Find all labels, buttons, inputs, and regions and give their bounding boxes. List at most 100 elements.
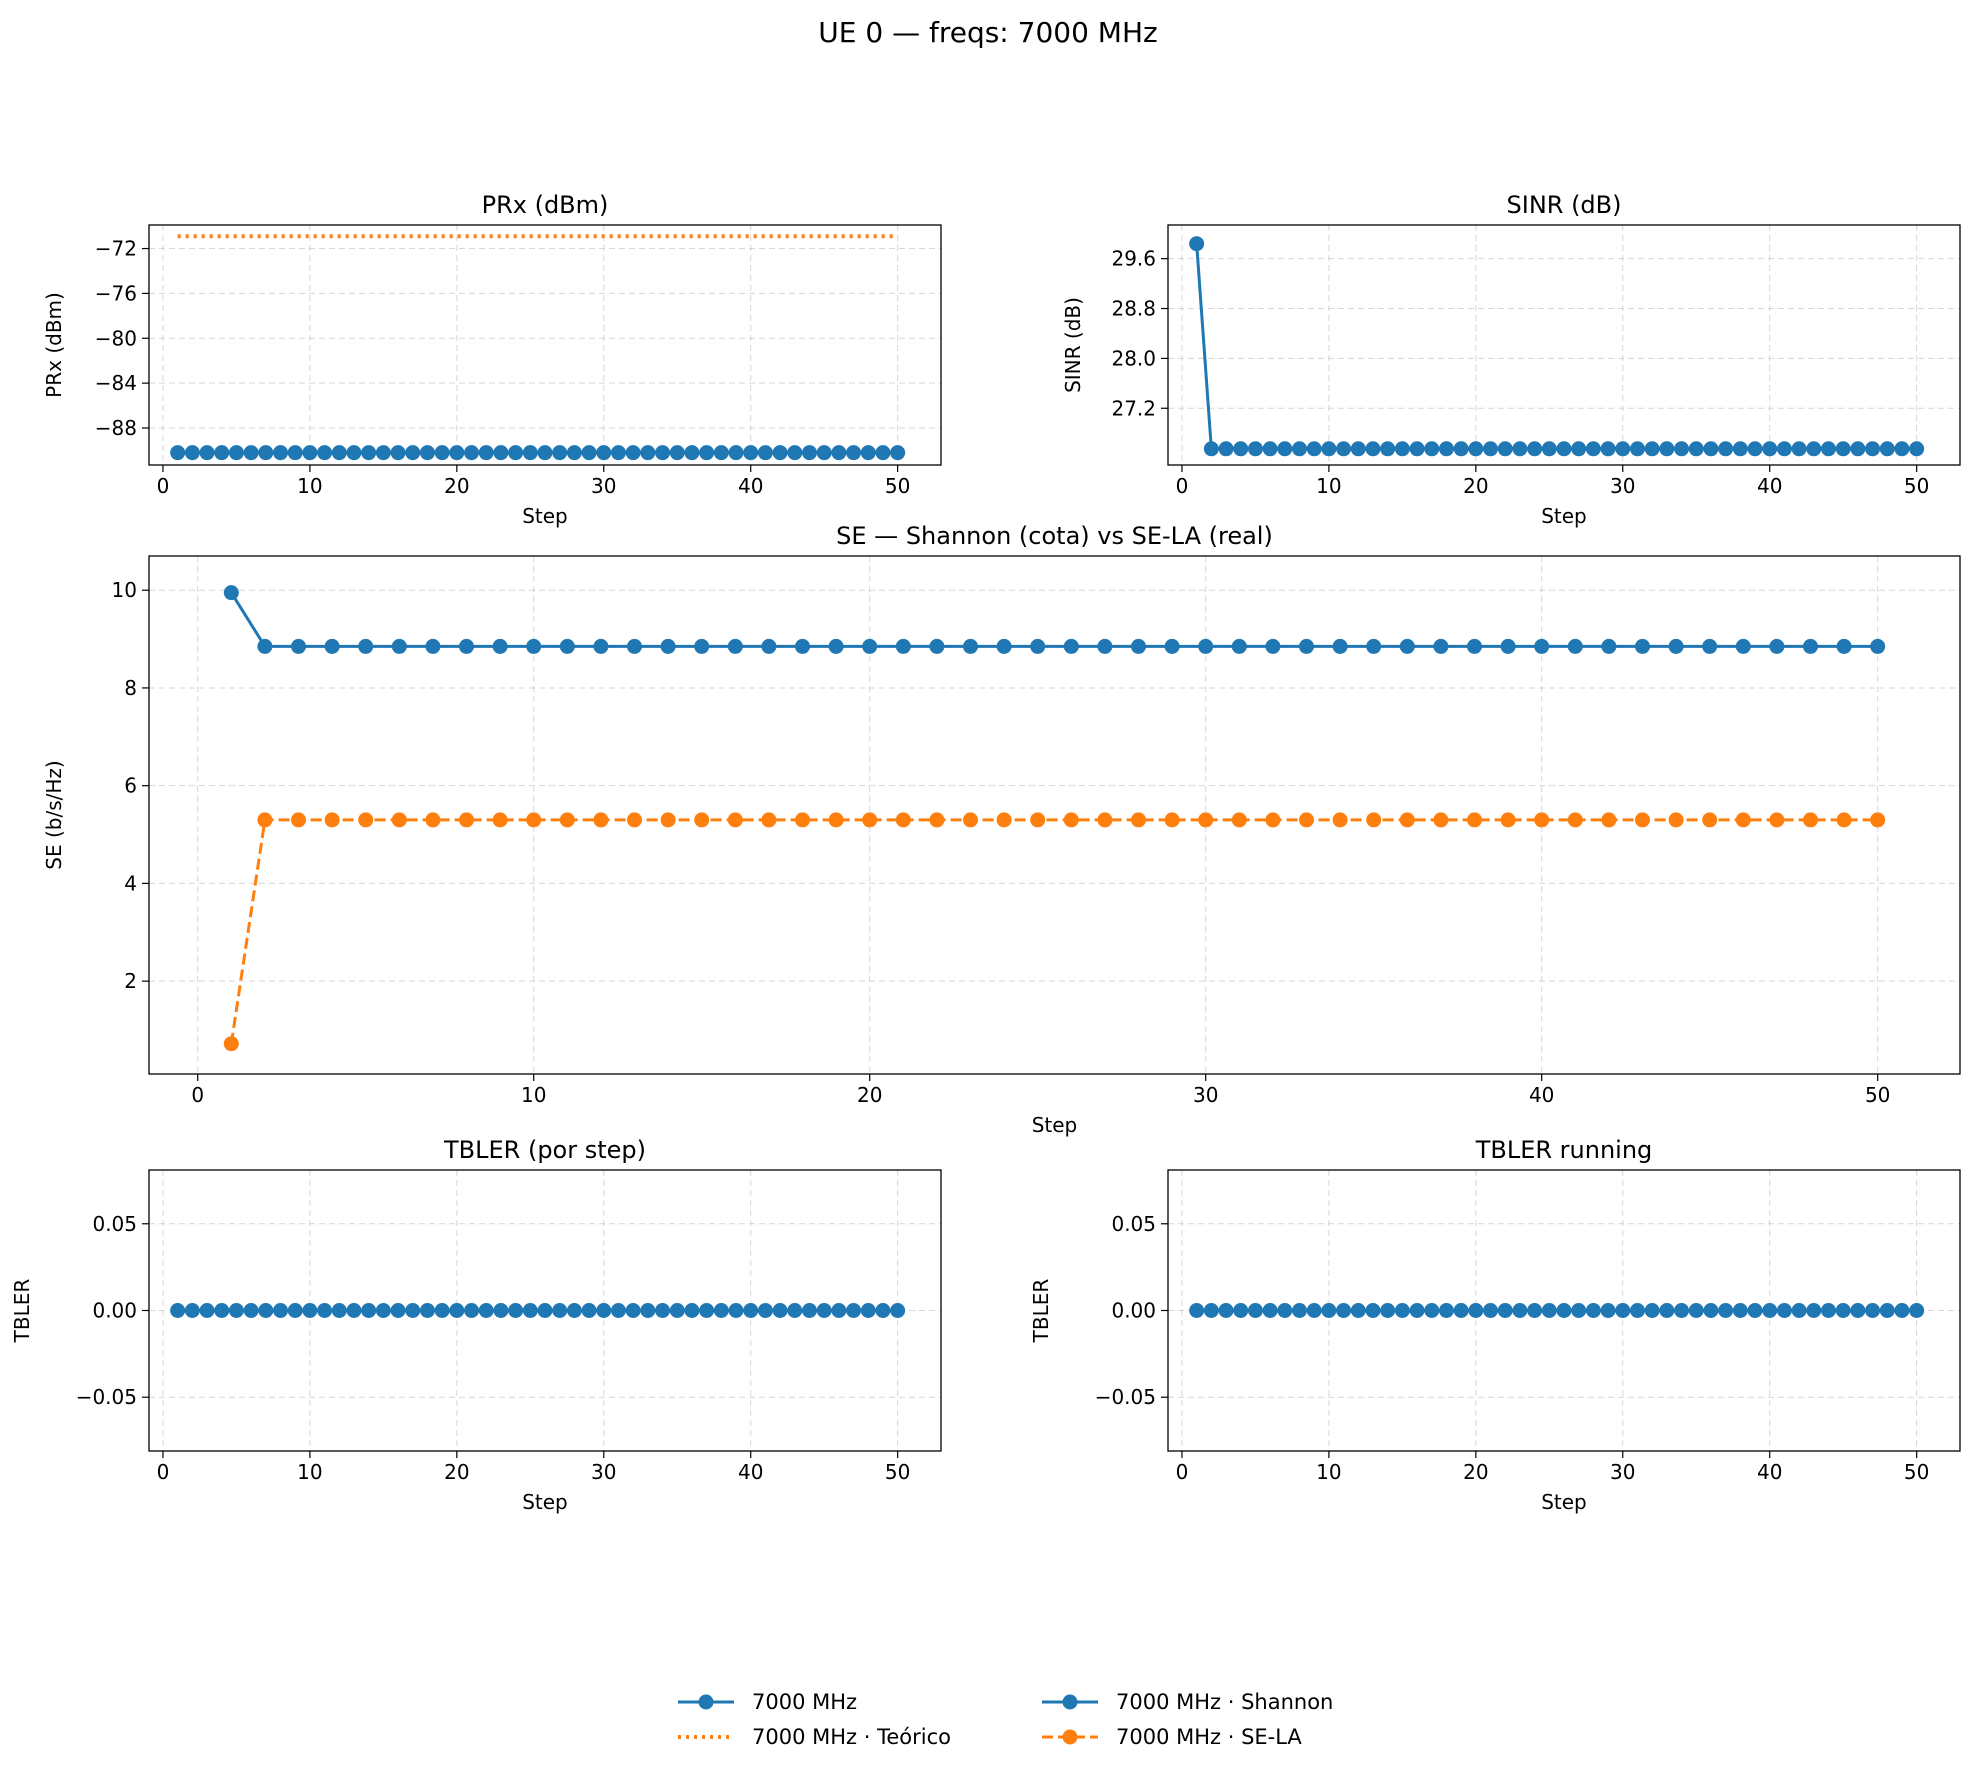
data-point [243, 445, 259, 461]
figure-title: UE 0 — freqs: 7000 MHz [818, 16, 1157, 49]
data-point [761, 638, 777, 654]
data-point [890, 1303, 906, 1318]
chart-panel-tbler_running: 0 10 20 30 40 50 −0.05 0.00 0.05 TBLER running Ste… [1029, 1136, 1961, 1514]
data-point [559, 638, 575, 654]
data-point [728, 1303, 744, 1318]
data-point [1879, 1303, 1895, 1318]
x-tick-label: 50 [885, 474, 910, 498]
data-point [1265, 638, 1281, 654]
series-7000-mhz-shannon [223, 585, 1886, 654]
data-point [302, 1303, 318, 1318]
data-point [1380, 441, 1396, 457]
data-point [425, 638, 441, 654]
data-point [1262, 441, 1278, 457]
data-point [1203, 441, 1219, 457]
data-point [287, 445, 303, 461]
data-point [391, 812, 407, 828]
data-point [331, 445, 347, 461]
y-tick-label: 28.8 [1111, 297, 1156, 321]
y-axis-label: TBLER [1029, 1279, 1053, 1344]
data-point [801, 445, 817, 461]
data-point [425, 812, 441, 828]
data-point [1512, 441, 1528, 457]
data-point [243, 1303, 259, 1318]
data-point [1433, 638, 1449, 654]
data-point [1634, 638, 1650, 654]
data-point [170, 445, 186, 461]
data-point [713, 445, 729, 461]
data-point [1601, 638, 1617, 654]
data-point [390, 445, 406, 461]
data-point [419, 1303, 435, 1318]
data-point [1321, 1303, 1337, 1318]
data-point [655, 445, 671, 461]
legend-swatch-marker [698, 1694, 714, 1710]
x-tick-label: 10 [297, 1460, 322, 1484]
data-point [895, 638, 911, 654]
plot-area [1189, 1303, 1925, 1318]
data-point [743, 445, 759, 461]
y-tick-label: −0.05 [1095, 1385, 1156, 1409]
data-point [492, 812, 508, 828]
data-point [1571, 441, 1587, 457]
data-point [317, 1303, 333, 1318]
data-point [1336, 441, 1352, 457]
data-point [1483, 1303, 1499, 1318]
data-point [1894, 441, 1910, 457]
data-point [291, 638, 307, 654]
data-point [1820, 441, 1836, 457]
x-tick-label: 0 [157, 474, 170, 498]
data-point [1718, 441, 1734, 457]
data-point [875, 445, 891, 461]
data-point [593, 812, 609, 828]
data-point [419, 445, 435, 461]
data-point [831, 445, 847, 461]
data-point [1776, 441, 1792, 457]
data-point [1527, 441, 1543, 457]
x-tick-label: 20 [1463, 1460, 1488, 1484]
data-point [787, 445, 803, 461]
series-7000-mhz [1189, 236, 1925, 457]
data-point [596, 1303, 612, 1318]
data-point [1909, 1303, 1925, 1318]
x-tick-label: 0 [1176, 474, 1189, 498]
data-point [1718, 1303, 1734, 1318]
data-point [875, 1303, 891, 1318]
data-point [552, 445, 568, 461]
y-tick-label: 0.05 [1111, 1212, 1156, 1236]
data-point [1585, 1303, 1601, 1318]
y-axis-label: SINR (dB) [1061, 297, 1085, 393]
y-tick-label: −84 [95, 371, 137, 395]
data-point [772, 1303, 788, 1318]
y-tick-label: 10 [112, 578, 137, 602]
series-7000-mhz [1189, 1303, 1925, 1318]
data-point [1688, 1303, 1704, 1318]
data-point [1747, 1303, 1763, 1318]
data-point [1909, 441, 1925, 457]
data-point [1668, 812, 1684, 828]
data-point [1600, 441, 1616, 457]
x-tick-label: 50 [1904, 474, 1929, 498]
data-point [1629, 441, 1645, 457]
data-point [860, 445, 876, 461]
data-point [1500, 638, 1516, 654]
data-point [1424, 441, 1440, 457]
y-tick-label: 2 [124, 969, 137, 993]
data-point [1527, 1303, 1543, 1318]
data-point [291, 812, 307, 828]
data-point [459, 638, 475, 654]
data-point [1247, 1303, 1263, 1318]
data-point [1306, 441, 1322, 457]
data-point [434, 445, 450, 461]
y-axis-label: SE (b/s/Hz) [42, 760, 66, 869]
data-point [199, 1303, 215, 1318]
data-point [1702, 812, 1718, 828]
data-point [537, 1303, 553, 1318]
data-point [1306, 1303, 1322, 1318]
x-tick-label: 10 [1316, 1460, 1341, 1484]
data-point [228, 1303, 244, 1318]
data-point [478, 1303, 494, 1318]
data-point [1321, 441, 1337, 457]
data-point [1497, 441, 1513, 457]
data-point [795, 812, 811, 828]
